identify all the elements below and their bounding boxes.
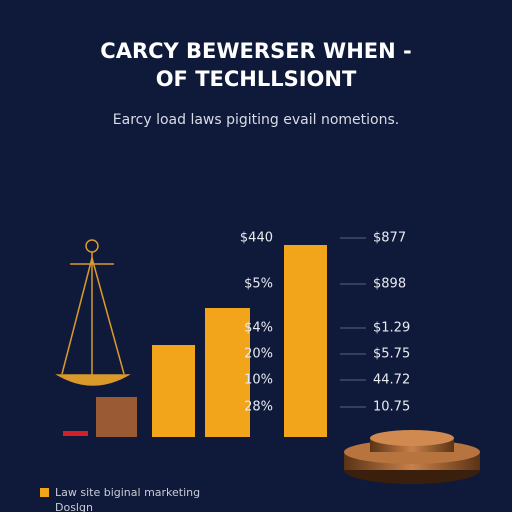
left-label: 20% bbox=[244, 347, 273, 362]
legend-swatch bbox=[40, 488, 49, 497]
bar bbox=[152, 345, 195, 437]
left-label: $4% bbox=[244, 321, 273, 336]
bar bbox=[284, 245, 327, 437]
red-marker bbox=[63, 431, 88, 436]
right-label: 10.75 bbox=[373, 400, 410, 415]
legend-label: Law site biginal marketing bbox=[55, 486, 200, 499]
left-label: $440 bbox=[240, 231, 273, 246]
right-label: 44.72 bbox=[373, 373, 410, 388]
legend-label: Doslgn bbox=[55, 501, 93, 512]
subtitle: Earcy load laws pigiting evail nometions… bbox=[113, 112, 399, 128]
left-label: 28% bbox=[244, 400, 273, 415]
left-label: 10% bbox=[244, 373, 273, 388]
right-label: $1.29 bbox=[373, 321, 410, 336]
brown-block bbox=[96, 397, 137, 437]
gavel-base bbox=[344, 430, 480, 484]
right-label: $5.75 bbox=[373, 347, 410, 362]
right-label: $898 bbox=[373, 277, 406, 292]
title-line: OF TECHLLSIONT bbox=[156, 67, 357, 91]
title-line: CARCY BEWERSER WHEN - bbox=[100, 39, 411, 63]
left-label: $5% bbox=[244, 277, 273, 292]
scale-icon bbox=[55, 239, 131, 386]
bar bbox=[205, 308, 250, 437]
right-label: $877 bbox=[373, 231, 406, 246]
